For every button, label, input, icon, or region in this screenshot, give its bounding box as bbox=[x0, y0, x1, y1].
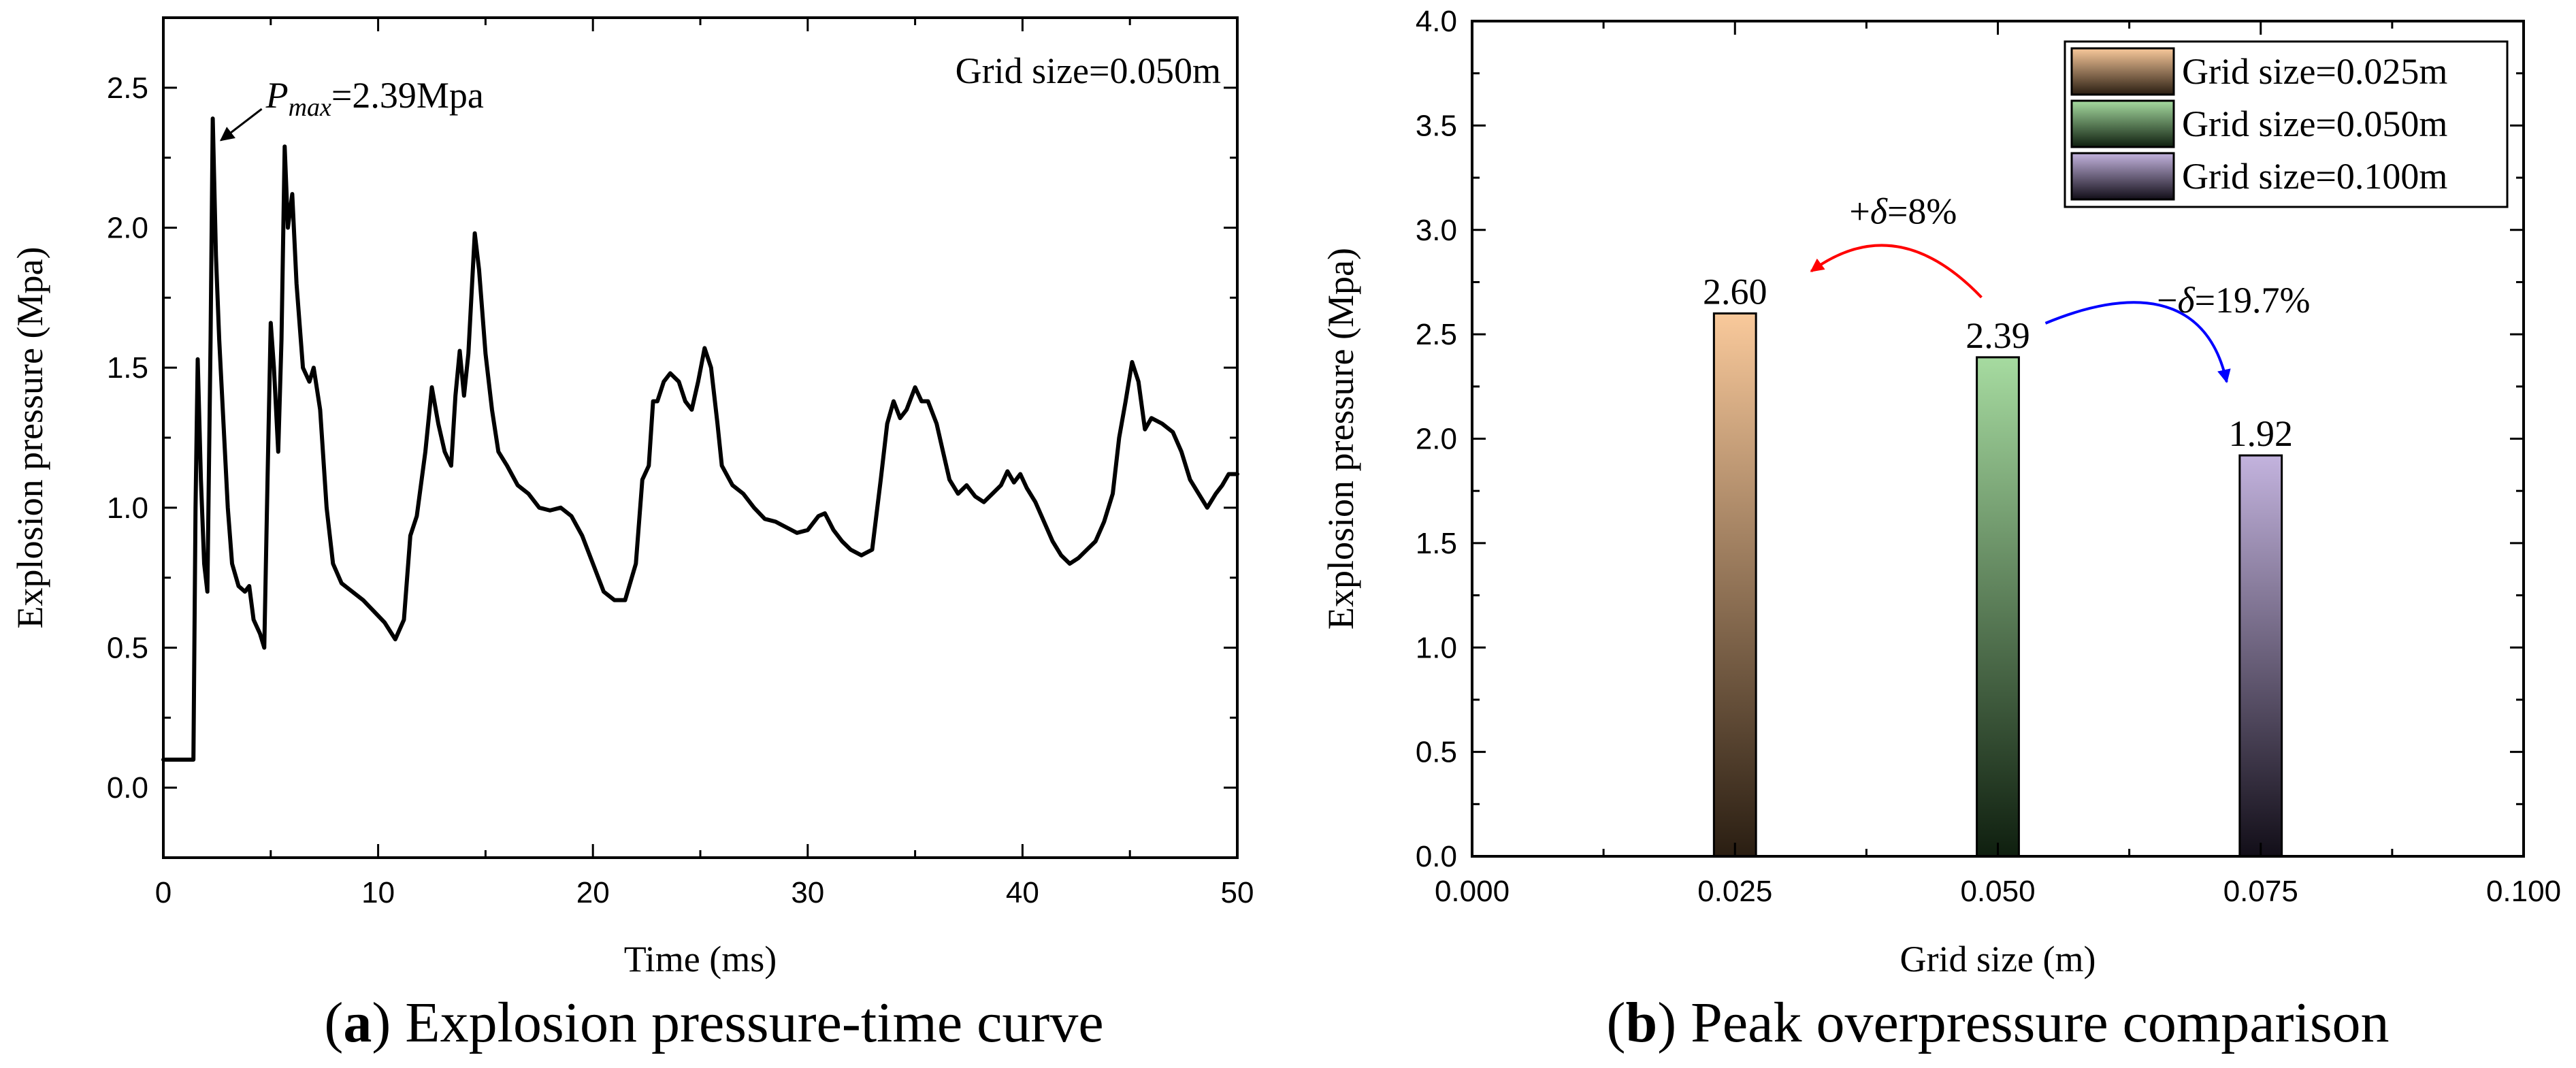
legend-swatch-0 bbox=[2070, 47, 2175, 96]
x-tick-label: 0.100 bbox=[2486, 875, 2561, 908]
panel-b-y-tick-labels: 0.0 0.5 1.0 1.5 2.0 2.5 3.0 3.5 4.0 bbox=[1416, 5, 1457, 873]
legend-entry-label: Grid size=0.025m bbox=[2182, 51, 2447, 92]
x-tick-label: 50 bbox=[1221, 876, 1254, 909]
panel-b-data-labels: 2.60 2.39 1.92 bbox=[1703, 271, 2293, 454]
y-tick-label: 2.0 bbox=[107, 212, 148, 245]
panel-b-ticks bbox=[1471, 20, 2525, 858]
panel-b-y-axis-title: Explosion pressure (Mpa) bbox=[1320, 248, 1361, 630]
x-tick-label: 0.025 bbox=[1697, 875, 1772, 908]
peak-arrow bbox=[219, 108, 263, 142]
legend-entry-label: Grid size=0.050m bbox=[2182, 103, 2447, 144]
y-tick-label: 3.5 bbox=[1416, 109, 1457, 142]
panel-b-legend: Grid size=0.025m Grid size=0.050m Grid siz… bbox=[2064, 40, 2509, 208]
delta-minus-label: −δ=19.7% bbox=[2157, 280, 2311, 321]
pressure-curve-line bbox=[161, 116, 1239, 762]
legend-entry-label: Grid size=0.100m bbox=[2182, 156, 2447, 197]
y-tick-label: 0.5 bbox=[107, 632, 148, 665]
panel-a-plot-frame bbox=[162, 16, 1239, 859]
grid-size-annotation: Grid size=0.050m bbox=[956, 50, 1221, 91]
delta-plus-label: +δ=8% bbox=[1849, 191, 1957, 231]
y-tick-label: 1.5 bbox=[1416, 527, 1457, 560]
x-tick-label: 0 bbox=[155, 876, 172, 909]
y-tick-label: 1.0 bbox=[107, 491, 148, 525]
panel-a-caption: (a) Explosion pressure-time curve bbox=[324, 991, 1103, 1054]
y-tick-label: 4.0 bbox=[1416, 5, 1457, 38]
y-tick-label: 3.0 bbox=[1416, 214, 1457, 247]
y-tick-label: 2.0 bbox=[1416, 423, 1457, 456]
y-tick-label: 2.5 bbox=[1416, 318, 1457, 351]
x-tick-label: 30 bbox=[791, 876, 824, 909]
panel-b-x-axis-title: Grid size (m) bbox=[1900, 939, 2096, 980]
x-tick-label: 10 bbox=[361, 876, 395, 909]
x-tick-label: 0.050 bbox=[1960, 875, 2035, 908]
x-tick-label: 0.075 bbox=[2223, 875, 2298, 908]
panel-a-x-axis-title: Time (ms) bbox=[624, 939, 777, 980]
panel-a: 0 10 20 30 40 50 0.0 0.5 1.0 1.5 2.0 2.5 Pmax=2.39… bbox=[10, 16, 1254, 1054]
y-tick-label: 1.0 bbox=[1416, 631, 1457, 664]
bar-1 bbox=[1976, 356, 2020, 858]
panel-a-x-tick-labels: 0 10 20 30 40 50 bbox=[155, 876, 1254, 909]
delta-minus-arrow bbox=[2044, 301, 2231, 383]
y-tick-label: 1.5 bbox=[107, 351, 148, 385]
panel-b-x-tick-labels: 0.000 0.025 0.050 0.075 0.100 bbox=[1435, 875, 2561, 908]
bar-2 bbox=[2238, 454, 2283, 858]
panel-a-y-tick-labels: 0.0 0.5 1.0 1.5 2.0 2.5 bbox=[107, 71, 148, 805]
panel-a-ticks bbox=[162, 16, 1239, 859]
panel-b-delta-annotations: +δ=8% −δ=19.7% bbox=[1810, 191, 2311, 383]
delta-plus-arrow bbox=[1810, 244, 1983, 299]
legend-swatch-1 bbox=[2070, 99, 2175, 148]
x-tick-label: 40 bbox=[1006, 876, 1039, 909]
panel-b-bars bbox=[1712, 312, 2283, 858]
y-tick-label: 0.0 bbox=[107, 771, 148, 805]
panel-a-y-axis-title: Explosion pressure (Mpa) bbox=[10, 247, 50, 629]
panel-b-caption: (b) Peak overpressure comparison bbox=[1606, 991, 2389, 1054]
bar-value-label: 1.92 bbox=[2229, 413, 2294, 454]
panel-b: 0.000 0.025 0.050 0.075 0.100 0.0 0.5 1.0 1.5 2.… bbox=[1320, 5, 2561, 1054]
y-tick-label: 2.5 bbox=[107, 71, 148, 105]
peak-label: Pmax=2.39Mpa bbox=[265, 75, 484, 122]
x-tick-label: 20 bbox=[576, 876, 610, 909]
bar-value-label: 2.39 bbox=[1966, 315, 2030, 356]
legend-swatch-2 bbox=[2070, 152, 2175, 201]
bar-0 bbox=[1712, 312, 1757, 858]
y-tick-label: 0.0 bbox=[1416, 840, 1457, 873]
x-tick-label: 0.000 bbox=[1435, 875, 1510, 908]
bar-value-label: 2.60 bbox=[1703, 271, 1767, 312]
y-tick-label: 0.5 bbox=[1416, 736, 1457, 769]
